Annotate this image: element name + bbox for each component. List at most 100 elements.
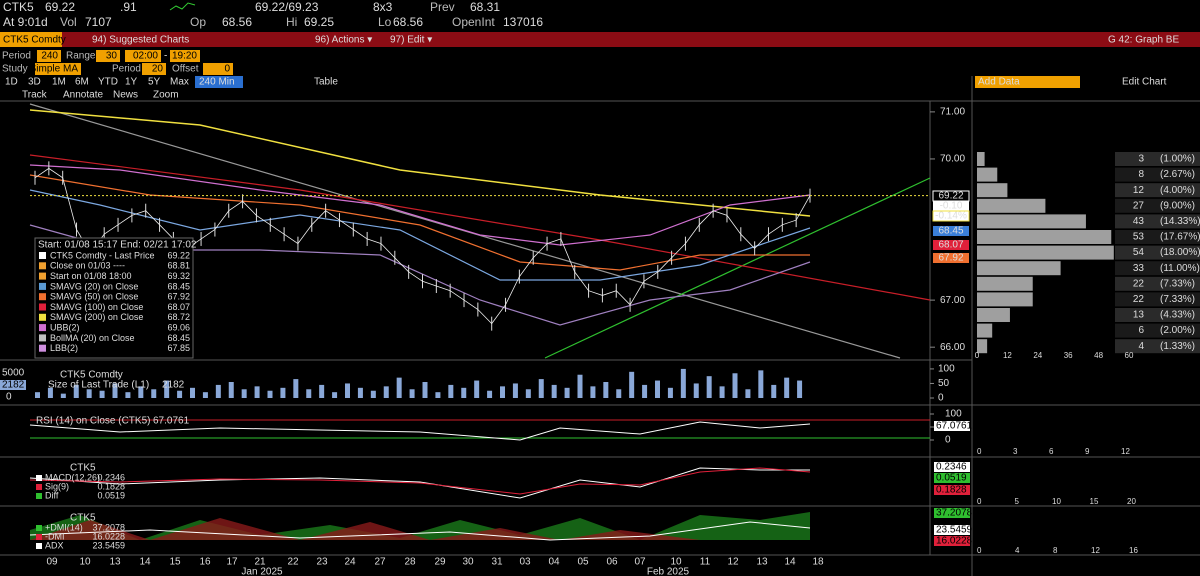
input-value[interactable]: 240 — [41, 51, 58, 62]
legend-value: 37.2078 — [92, 522, 125, 532]
legend: RSI (14) on Close (CTK5) — [36, 416, 150, 427]
legend-swatch — [39, 252, 46, 259]
range-button[interactable]: 3D — [28, 77, 41, 88]
legend-value: 68.07 — [167, 302, 190, 312]
menu-bar — [0, 32, 1200, 47]
volume-bar — [138, 386, 144, 398]
legend-swatch — [39, 334, 46, 342]
axis-label: 67.92 — [938, 253, 963, 264]
value-box — [934, 485, 970, 495]
tool[interactable]: Track — [22, 90, 48, 101]
input-box — [142, 63, 166, 75]
legend-value: 67.85 — [167, 343, 190, 353]
legend-name: SMAVG (50) on Close — [50, 292, 138, 302]
histogram-bar — [977, 152, 985, 166]
quote-field: Op — [190, 15, 206, 29]
volume-bar — [435, 392, 441, 398]
input-value[interactable]: 19:20 — [172, 51, 197, 62]
range-button[interactable]: YTD — [98, 77, 118, 88]
edit-chart[interactable]: Edit Chart — [1122, 77, 1167, 88]
input-value[interactable]: 30 — [106, 51, 118, 62]
legend-swatch — [36, 475, 42, 481]
x-tick-label: 3 — [1013, 447, 1018, 456]
legend-period: Start: 01/08 15:17 End: 02/21 17:02 — [38, 240, 197, 251]
interval[interactable]: 240 Min — [199, 77, 235, 88]
legend-value: 16.0228 — [92, 531, 125, 541]
table-button[interactable]: Table — [314, 77, 338, 88]
x-tick-label: 16 — [1129, 546, 1138, 555]
tool[interactable]: Annotate — [63, 90, 103, 101]
x-tick-label: 48 — [1094, 351, 1103, 360]
volume-bar — [383, 386, 389, 398]
value-box-label: 37.2078 — [936, 508, 973, 519]
value-box — [0, 380, 26, 390]
input-value[interactable]: 20 — [152, 64, 164, 75]
menu-item[interactable]: 94) Suggested Charts — [92, 35, 189, 46]
y-tick-label: 66.00 — [940, 342, 965, 353]
volume-bar — [112, 383, 118, 398]
volume-bar — [267, 390, 273, 398]
panel-title: CTK5 Comdty — [60, 370, 123, 381]
input-value[interactable]: 0 — [224, 64, 230, 75]
menu-item[interactable]: 97) Edit ▾ — [390, 35, 432, 46]
date-label: 18 — [812, 557, 824, 568]
input-value[interactable]: Simple MA — [30, 64, 79, 75]
sparkline — [169, 2, 196, 11]
change: .91 — [120, 0, 137, 14]
label: Period — [112, 64, 141, 75]
security[interactable]: CTK5 Comdty — [3, 35, 66, 46]
row-bg — [1115, 198, 1200, 213]
menu-item[interactable]: 96) Actions ▾ — [315, 35, 372, 46]
range-button[interactable]: 1Y — [125, 77, 138, 88]
legend-swatch — [39, 293, 46, 301]
add-data[interactable]: Add Data — [978, 77, 1020, 88]
interval-box[interactable] — [195, 76, 243, 88]
legend-name: Close on 01/03 ---- — [50, 261, 125, 271]
legend-value: 0.0519 — [97, 490, 125, 500]
date-label: 27 — [374, 557, 386, 568]
size: 8x3 — [373, 0, 393, 14]
row-bg — [1115, 276, 1200, 291]
percent: (17.67%) — [1160, 232, 1200, 243]
tool[interactable]: News — [113, 90, 138, 101]
left-tick: 5000 — [2, 368, 25, 379]
percent: (7.33%) — [1160, 294, 1195, 305]
row-bg — [1115, 167, 1200, 182]
legend-swatch — [36, 525, 42, 531]
volume-bar — [797, 380, 803, 398]
x-tick-label: 4 — [1015, 546, 1020, 555]
legend-swatch — [39, 344, 46, 352]
range-button[interactable]: Max — [170, 77, 189, 88]
y-tick-label: 100 — [938, 364, 955, 375]
volume-bar — [655, 380, 660, 398]
volume-bar — [771, 384, 777, 398]
quote-field: Lo — [378, 15, 392, 29]
volume-bar — [487, 390, 493, 398]
input-value[interactable]: 02:00 — [133, 51, 158, 62]
row-bg — [1115, 245, 1200, 260]
range-button[interactable]: 1D — [5, 77, 18, 88]
input-box — [170, 50, 200, 62]
row-bg — [1115, 214, 1200, 229]
quote-field: Vol — [60, 15, 77, 29]
volume-bar — [86, 389, 92, 398]
range-button[interactable]: 5Y — [148, 77, 161, 88]
axis-label-box — [933, 201, 969, 211]
range-button[interactable]: 6M — [75, 77, 89, 88]
percent: (1.33%) — [1160, 341, 1195, 352]
tool[interactable]: Zoom — [153, 90, 179, 101]
volume-bar — [215, 384, 221, 398]
legend-value: 67.92 — [167, 292, 190, 302]
input-box — [203, 63, 233, 75]
add-data-box[interactable] — [975, 76, 1080, 88]
count: 3 — [1138, 154, 1144, 165]
x-tick-label: 6 — [1049, 447, 1054, 456]
range-button[interactable]: 1M — [52, 77, 66, 88]
axis-label-box — [932, 210, 970, 222]
histogram-bar — [977, 323, 993, 338]
x-tick-label: 0 — [975, 351, 980, 360]
value-box — [934, 421, 970, 431]
legend-name: CTK5 Comdty - Last Price — [50, 250, 155, 260]
percent: (9.00%) — [1160, 200, 1195, 211]
